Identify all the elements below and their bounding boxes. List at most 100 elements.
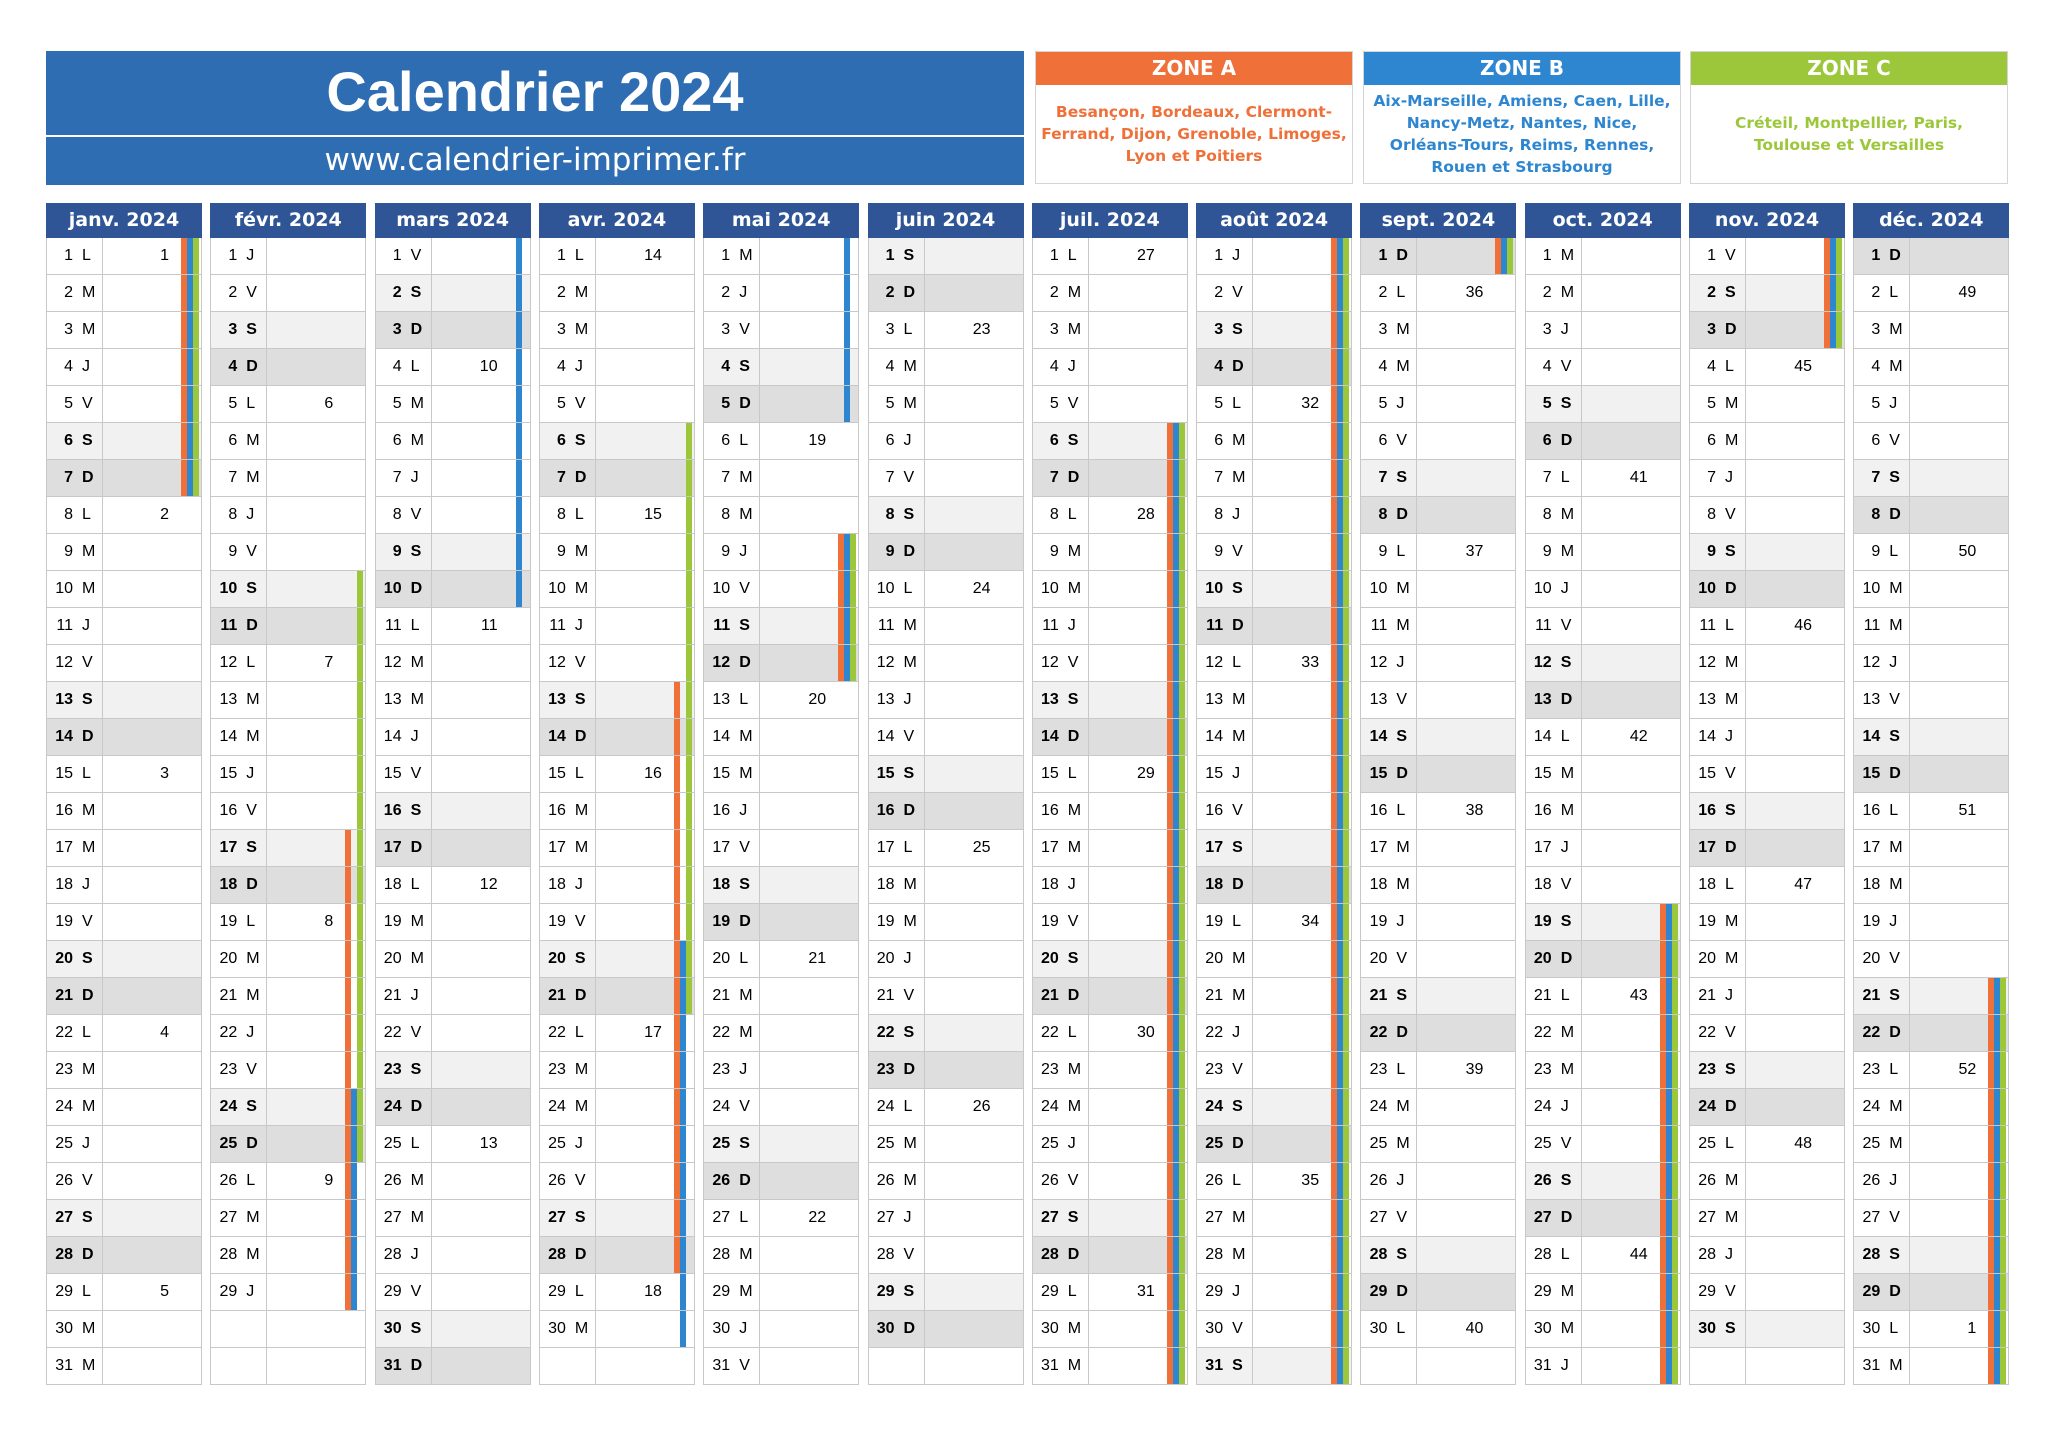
weekday-letter: J — [1232, 1024, 1241, 1041]
day-cell: 19 D — [703, 904, 860, 941]
week-number: 41 — [1629, 469, 1648, 486]
weekday-letter: J — [1067, 876, 1076, 893]
weekday-letter: D — [82, 1246, 94, 1263]
day-cell: 26 V — [1031, 1163, 1188, 1200]
weekday-letter: M — [1725, 1172, 1739, 1189]
zone-c-holiday-bar — [357, 1015, 364, 1051]
weekday-letter: M — [1067, 1098, 1082, 1115]
weekday-letter: L — [1067, 247, 1077, 264]
weekday-letter: S — [1067, 1209, 1079, 1226]
month-column: août 2024 1 J 2 V 3 S 4 D 5 L 32 6 M 7 M 8 J 9 V 10 S 11 D 12 L 33… — [1196, 203, 1353, 1385]
zone-c-holiday-bar — [357, 978, 364, 1014]
zone-b-holiday-bar — [1337, 904, 1344, 940]
day-number: 2 — [556, 284, 566, 301]
weekday-letter: M — [82, 543, 96, 560]
zone-a-holiday-bar — [181, 238, 187, 274]
month-column: juil. 2024 1 L 27 2 M 3 M 4 J 5 V 6 S 7 D 8 L 28 9 M 10 M 11 J 12… — [1031, 203, 1188, 1385]
zone-a-holiday-bar — [1166, 1237, 1173, 1273]
day-cell: 30 L 40 — [1360, 1311, 1517, 1348]
day-number: 11 — [1699, 617, 1716, 634]
day-cell: 18 V — [1524, 867, 1681, 904]
day-number: 15 — [712, 765, 731, 782]
weekday-letter: S — [1560, 1172, 1572, 1189]
weekday-letter: D — [410, 321, 423, 338]
zone-a-holiday-bar — [1331, 497, 1338, 533]
month-column: oct. 2024 1 M 2 M 3 J 4 V 5 S 6 D 7 L 41 8 M 9 M 10 J 11 V 12 S 13… — [1524, 203, 1681, 1385]
zone-c-holiday-bar — [1178, 1311, 1185, 1347]
week-number: 49 — [1958, 284, 1977, 301]
zone-a-holiday-bar — [1824, 275, 1830, 311]
day-cell: 14 D — [538, 719, 695, 756]
day-number: 13 — [1533, 691, 1552, 708]
day-number: 17 — [1369, 839, 1388, 856]
day-number: 14 — [1041, 728, 1059, 745]
day-cell: 28 V — [867, 1237, 1024, 1274]
day-number: 11 — [1370, 617, 1388, 634]
day-cell: 28 D — [538, 1237, 695, 1274]
day-cell: 20 M — [1689, 941, 1845, 978]
day-number: 11 — [1042, 617, 1059, 634]
weekday-letter: M — [246, 950, 260, 967]
weekday-letter: J — [1396, 654, 1405, 671]
week-number: 37 — [1465, 543, 1484, 560]
week-number: 52 — [1958, 1061, 1977, 1078]
day-number: 19 — [55, 913, 73, 930]
zone-b-holiday-bar — [1665, 1015, 1672, 1051]
week-number: 6 — [324, 395, 334, 412]
day-number: 9 — [64, 543, 73, 560]
day-number: 10 — [712, 580, 731, 597]
zone-c-holiday-bar — [1343, 1126, 1350, 1162]
week-number: 8 — [324, 913, 334, 930]
day-number: 1 — [1542, 247, 1552, 264]
day-number: 19 — [1369, 913, 1388, 930]
day-cell: 12 M — [867, 645, 1024, 682]
day-number: 12 — [1698, 654, 1716, 671]
zone-b-holiday-bar — [1172, 1348, 1179, 1384]
zone-c-holiday-bar — [1343, 1200, 1350, 1236]
weekday-letter: V — [1232, 284, 1243, 301]
weekday-letter: J — [1232, 247, 1241, 264]
weekday-letter: L — [739, 1209, 749, 1226]
day-cell: 23 V — [1196, 1052, 1353, 1089]
weekday-letter: J — [410, 469, 419, 486]
day-number: 24 — [55, 1098, 73, 1115]
day-number: 10 — [219, 580, 238, 597]
day-cell: 13 V — [1360, 682, 1517, 719]
weekday-letter: M — [1725, 1209, 1739, 1226]
zone-c-holiday-bar — [1343, 534, 1350, 570]
zone-b-holiday-bar — [679, 1237, 686, 1273]
day-cell: 8 L 28 — [1031, 497, 1188, 534]
zone-a-holiday-bar — [1331, 1015, 1338, 1051]
weekday-letter: L — [1725, 358, 1734, 375]
day-number: 9 — [885, 543, 895, 560]
weekday-letter: D — [1560, 950, 1573, 967]
day-cell: 26 L 35 — [1196, 1163, 1353, 1200]
week-number: 14 — [644, 247, 662, 264]
day-cell: 24 M — [46, 1089, 202, 1126]
day-cell: 27 S — [538, 1200, 695, 1237]
zone-a-holiday-bar — [673, 1089, 680, 1125]
weekday-letter: J — [1396, 1172, 1405, 1189]
zone-a-holiday-bar — [1331, 349, 1338, 385]
weekday-letter: D — [739, 395, 751, 412]
day-cell: 30 M — [1031, 1311, 1188, 1348]
day-cell: 10 V — [703, 571, 860, 608]
day-number: 18 — [1369, 876, 1388, 893]
zone-a-holiday-bar — [1659, 1052, 1666, 1088]
weekday-letter: D — [739, 913, 751, 930]
weekday-letter: J — [903, 950, 912, 967]
day-number: 26 — [1205, 1172, 1224, 1189]
weekday-letter: V — [1396, 691, 1408, 708]
day-number: 26 — [383, 1172, 402, 1189]
day-cell: 11 M — [1360, 608, 1517, 645]
zone-a-holiday-bar — [1331, 423, 1338, 459]
day-number: 26 — [876, 1172, 895, 1189]
day-cell: 16 V — [210, 793, 367, 830]
